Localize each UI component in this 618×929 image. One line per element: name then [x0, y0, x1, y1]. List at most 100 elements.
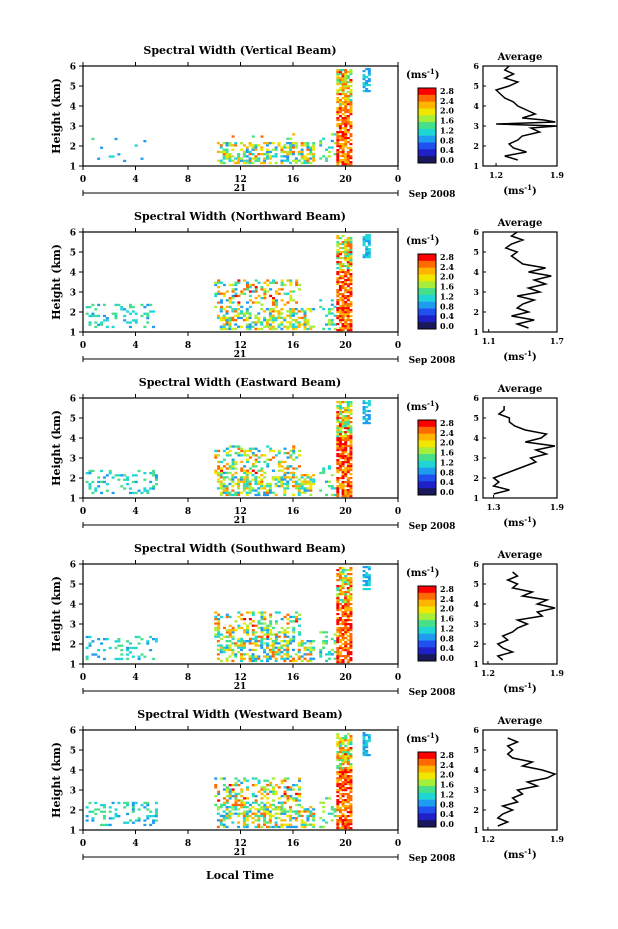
echo-cell	[327, 312, 331, 315]
echo-cell	[242, 823, 246, 826]
echo-cell	[271, 814, 275, 818]
echo-cell	[277, 653, 281, 656]
echo-cell	[346, 797, 350, 800]
echo-cell	[248, 327, 252, 331]
echo-cell	[271, 651, 275, 654]
echo-cell	[248, 489, 252, 492]
echo-cell	[294, 159, 298, 162]
echo-cell	[228, 471, 232, 475]
echo-cell	[338, 401, 342, 404]
echo-cell	[344, 595, 348, 598]
echo-cell	[102, 319, 106, 322]
echo-cell	[248, 157, 252, 160]
echo-cell	[341, 633, 345, 636]
echo-cell	[269, 631, 273, 634]
echo-cell	[346, 643, 350, 646]
echo-cell	[336, 621, 340, 624]
echo-cell	[289, 640, 293, 643]
echo-cell	[225, 640, 229, 643]
echo-cell	[341, 75, 345, 78]
echo-cell	[260, 622, 264, 625]
echo-cell	[295, 279, 299, 282]
echo-cell	[214, 283, 218, 287]
x-tick-label: 0	[80, 175, 86, 185]
echo-cell	[234, 806, 238, 809]
echo-cell	[365, 90, 369, 93]
echo-cell	[341, 785, 345, 788]
avg-y-tick-label: 5	[473, 579, 479, 589]
echo-cell	[349, 301, 353, 304]
echo-cell	[349, 281, 353, 284]
echo-cell	[274, 825, 278, 829]
echo-cell	[362, 418, 366, 421]
echo-cell	[263, 823, 267, 826]
echo-cell	[349, 797, 353, 800]
echo-cell	[277, 812, 281, 815]
echo-cell	[309, 646, 313, 649]
echo-cell	[297, 321, 301, 324]
echo-cell	[341, 281, 345, 284]
echo-cell	[228, 624, 232, 627]
echo-cell	[344, 93, 348, 96]
echo-cell	[367, 740, 371, 743]
colorbar-swatch	[418, 647, 436, 655]
echo-cell	[327, 657, 331, 660]
echo-cell	[257, 622, 261, 625]
echo-cell	[228, 319, 232, 322]
echo-cell	[277, 314, 281, 317]
echo-cell	[231, 144, 235, 147]
echo-cell	[289, 823, 293, 826]
echo-cell	[254, 637, 258, 641]
echo-cell	[237, 480, 241, 483]
average-profile-line	[491, 406, 556, 495]
echo-cell	[251, 648, 255, 652]
echo-cell	[303, 161, 307, 165]
echo-cell	[248, 491, 252, 494]
echo-cell	[214, 454, 218, 457]
echo-cell	[349, 823, 353, 826]
echo-cell	[239, 478, 243, 481]
echo-cell	[149, 472, 153, 475]
echo-cell	[265, 642, 269, 645]
echo-cell	[297, 316, 301, 320]
echo-cell	[254, 642, 258, 645]
echo-cell	[283, 810, 287, 813]
echo-cell	[260, 148, 264, 151]
echo-cell	[295, 792, 299, 796]
echo-cell	[344, 291, 348, 294]
echo-cell	[367, 580, 371, 583]
echo-cell	[309, 659, 313, 663]
echo-cell	[344, 311, 348, 314]
echo-cell	[309, 308, 313, 311]
echo-cell	[341, 93, 345, 96]
echo-cell	[362, 84, 366, 87]
echo-cell	[336, 291, 340, 294]
echo-cell	[108, 810, 112, 813]
echo-cell	[306, 153, 310, 156]
echo-cell	[336, 253, 340, 256]
echo-cell	[346, 431, 350, 434]
echo-cell	[336, 277, 340, 280]
echo-cell	[260, 788, 264, 791]
echo-cell	[344, 755, 348, 758]
echo-cell	[338, 737, 342, 740]
echo-cell	[367, 566, 371, 569]
echo-cell	[146, 303, 150, 307]
echo-cell	[338, 591, 342, 594]
echo-cell	[322, 308, 326, 311]
echo-cells	[85, 732, 371, 830]
echo-cell	[349, 735, 353, 738]
echo-cell	[245, 485, 249, 488]
echo-cell	[246, 611, 250, 614]
echo-cell	[365, 234, 369, 237]
echo-cell	[240, 803, 244, 807]
echo-cell	[217, 471, 221, 475]
echo-cell	[254, 640, 258, 643]
echo-cell	[246, 471, 250, 475]
echo-cell	[325, 642, 329, 645]
echo-cell	[257, 476, 261, 479]
echo-cell	[280, 279, 284, 282]
echo-cell	[286, 146, 290, 149]
echo-cell	[300, 155, 304, 158]
echo-cell	[336, 249, 340, 252]
